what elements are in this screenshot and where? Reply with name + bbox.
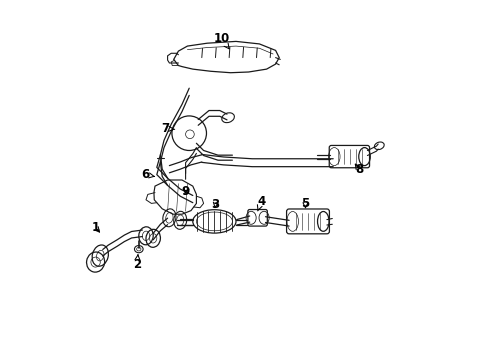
Text: 5: 5	[301, 197, 310, 210]
FancyBboxPatch shape	[287, 209, 329, 234]
Text: 9: 9	[181, 185, 190, 198]
Text: 8: 8	[355, 163, 364, 176]
Text: 6: 6	[141, 168, 155, 181]
Text: 7: 7	[161, 122, 175, 135]
Text: 1: 1	[92, 221, 99, 234]
Text: 4: 4	[257, 195, 265, 211]
FancyBboxPatch shape	[248, 210, 268, 226]
Text: 3: 3	[211, 198, 220, 211]
FancyBboxPatch shape	[329, 145, 369, 168]
Text: 2: 2	[133, 255, 141, 271]
Ellipse shape	[193, 210, 236, 233]
Text: 10: 10	[214, 32, 230, 49]
